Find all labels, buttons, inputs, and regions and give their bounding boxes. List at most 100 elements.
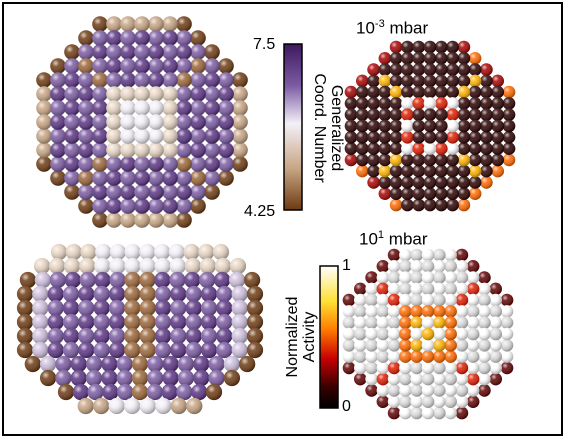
atom-shading (92, 184, 108, 200)
atom-shading (231, 285, 248, 303)
atom-shading (162, 170, 178, 186)
atom-shading (468, 119, 482, 133)
atom-shading (34, 271, 52, 289)
atom-shading (231, 299, 248, 317)
atom-shading (446, 74, 459, 88)
atom-shading (365, 339, 378, 352)
atom-shading (421, 395, 435, 409)
atom-shading (433, 271, 446, 284)
atom-shading (199, 257, 216, 275)
atom-shading (344, 85, 358, 99)
atom-shading (423, 63, 437, 76)
atom-shading (92, 198, 108, 214)
atom-shading (389, 142, 403, 155)
atom-shading (218, 100, 234, 116)
atom-shading (421, 316, 435, 330)
atom-shading (435, 131, 448, 144)
atom-shading (378, 63, 392, 76)
atom-shading (376, 372, 390, 386)
atom-shading (480, 119, 493, 133)
atom-shading (468, 74, 482, 88)
atom-shading (502, 85, 516, 99)
atom-shading (489, 361, 503, 375)
atom-shading (85, 369, 103, 387)
atom-shading (410, 361, 424, 375)
atom-shading (193, 369, 210, 387)
activity-colorbar (319, 265, 339, 409)
atom-shading (376, 305, 390, 318)
atom-shading (106, 44, 122, 60)
atom-shading (106, 114, 122, 130)
atom-shading (93, 285, 110, 303)
atom-shading (162, 114, 178, 130)
atom-shading (421, 282, 435, 296)
atom-shading (435, 108, 448, 121)
figure-frame (2, 2, 563, 436)
atom-shading (162, 16, 178, 32)
atom-shading (78, 72, 94, 88)
atom-shading (232, 142, 248, 158)
atom-shading (401, 63, 414, 76)
atom-shading (47, 313, 64, 331)
atom-shading (356, 164, 369, 178)
atom-shading (502, 131, 516, 144)
atom-shading (378, 74, 392, 88)
atom-shading (478, 361, 491, 375)
atom-shading (412, 63, 426, 76)
atom-shading (433, 361, 446, 375)
atom-shading (176, 114, 192, 130)
atom-shading (444, 271, 457, 284)
atom-shading (500, 350, 514, 363)
atom-shading (116, 355, 133, 373)
atom-shading (412, 108, 426, 121)
atom-shading (176, 16, 192, 32)
atom-shading (344, 119, 358, 133)
atom-shading (200, 313, 218, 331)
atom-shading (401, 131, 414, 144)
atom-shading (444, 372, 457, 386)
atom-shading (480, 153, 493, 167)
atom-shading (49, 271, 66, 289)
atom-shading (244, 271, 261, 289)
atom-shading (134, 198, 150, 214)
atom-shading (134, 100, 150, 116)
atom-shading (231, 327, 248, 345)
atom-shading (120, 30, 136, 46)
atom-shading (365, 384, 378, 397)
atom-shading (399, 316, 412, 330)
atom-shading (399, 372, 412, 386)
atom-shading (401, 153, 414, 167)
atom-shading (444, 327, 457, 341)
activity-colorbar-title: Normalized Activity (284, 287, 320, 387)
atom-shading (435, 153, 448, 167)
atom-shading (216, 299, 233, 317)
atom-shading (200, 299, 218, 317)
atom-shading (162, 198, 178, 214)
atom-shading (216, 341, 233, 359)
atom-shading (435, 198, 448, 212)
atom-shading (101, 369, 118, 387)
atom-shading (218, 86, 234, 102)
atom-shading (106, 16, 122, 32)
atom-shading (199, 271, 216, 289)
atom-shading (36, 86, 52, 102)
atom-shading (365, 282, 378, 296)
atom-shading (423, 164, 437, 178)
atom-shading (16, 341, 34, 359)
atom-shading (354, 305, 367, 318)
atom-shading (342, 339, 356, 352)
atom-shading (500, 339, 514, 352)
atom-shading (218, 72, 234, 88)
atom-shading (70, 369, 87, 387)
atom-shading (148, 212, 164, 228)
atom-shading (92, 114, 108, 130)
atom-shading (446, 164, 459, 178)
atom-shading (78, 44, 94, 60)
atom-shading (502, 108, 516, 121)
atom-shading (410, 293, 424, 307)
atom-shading (78, 58, 94, 74)
atom-shading (342, 327, 356, 341)
atom-shading (218, 114, 234, 130)
atom-shading (489, 339, 503, 352)
atom-shading (455, 327, 469, 341)
